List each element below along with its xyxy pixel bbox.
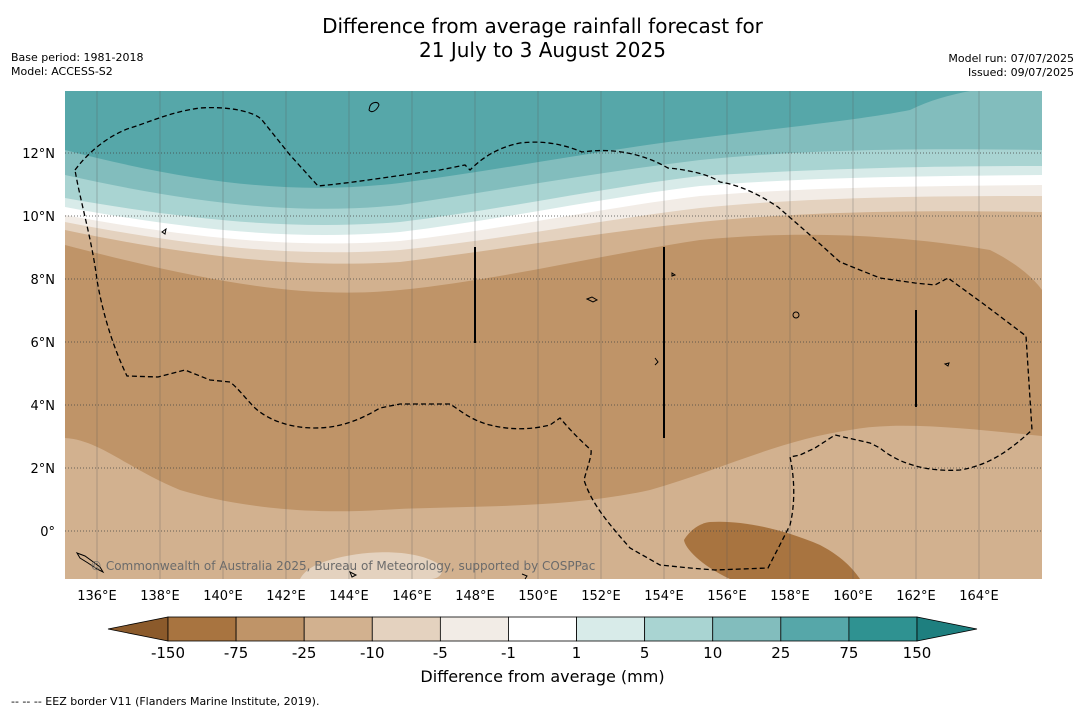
base-period: Base period: 1981-2018 (11, 51, 144, 64)
lon-label-158e: 158°E (770, 589, 810, 604)
title-line-2: 21 July to 3 August 2025 (419, 38, 666, 62)
colorbar-title: Difference from average (mm) (420, 667, 665, 686)
lon-label-136e: 136°E (77, 589, 117, 604)
lon-label-140e: 140°E (203, 589, 243, 604)
lat-label-0: 0° (40, 525, 55, 540)
colorbar-tick-label: -1 (501, 644, 516, 662)
lon-label-154e: 154°E (644, 589, 684, 604)
lon-label-142e: 142°E (266, 589, 306, 604)
model-name: Model: ACCESS-S2 (11, 65, 113, 78)
colorbar-swatch (371, 616, 441, 642)
colorbar-swatch (712, 616, 782, 642)
colorbar-tick-label: -25 (292, 644, 317, 662)
colorbar-tick-label: -10 (360, 644, 385, 662)
lon-label-138e: 138°E (140, 589, 180, 604)
lat-label-4n: 4°N (31, 399, 56, 414)
island-outlines (75, 102, 950, 580)
colorbar-swatch (780, 616, 850, 642)
colorbar-tick-label: 10 (703, 644, 722, 662)
lon-label-162e: 162°E (896, 589, 936, 604)
meta-left: Base period: 1981-2018 Model: ACCESS-S2 (11, 51, 143, 79)
colorbar-tick-label: -5 (433, 644, 448, 662)
lon-label-148e: 148°E (455, 589, 495, 604)
colorbar-swatch (848, 616, 918, 642)
colorbar-swatch (303, 616, 373, 642)
reference-bars (474, 247, 917, 438)
colorbar-swatch (508, 616, 577, 642)
colorbar-swatch (576, 616, 646, 642)
rainfall-anomaly-field (65, 91, 1042, 579)
lat-label-2n: 2°N (31, 462, 56, 477)
lon-label-150e: 150°E (518, 589, 558, 604)
lat-label-6n: 6°N (31, 336, 56, 351)
latitude-lines (65, 152, 1042, 532)
longitude-labels: 136°E 138°E 140°E 142°E 144°E 146°E 148°… (77, 589, 999, 604)
colorbar-tick-label: -75 (224, 644, 249, 662)
eez-footnote: -- -- -- EEZ border V11 (Flanders Marine… (11, 695, 320, 708)
lat-label-12n: 12°N (22, 147, 55, 162)
colorbar-swatch (439, 616, 509, 642)
title-line-1: Difference from average rainfall forecas… (322, 14, 763, 38)
colorbar-extend-low (107, 616, 169, 642)
colorbar-extend-high (916, 616, 978, 642)
colorbar-tick-label: -150 (151, 644, 185, 662)
copyright-notice: © Commonwealth of Australia 2025, Bureau… (90, 559, 595, 573)
meta-right: Model run: 07/07/2025 Issued: 09/07/2025 (948, 52, 1074, 80)
lat-label-10n: 10°N (22, 210, 55, 225)
lon-label-164e: 164°E (959, 589, 999, 604)
issued-date: Issued: 09/07/2025 (967, 66, 1074, 79)
colorbar-tick-label: 5 (640, 644, 650, 662)
lon-label-152e: 152°E (581, 589, 621, 604)
colorbar-tick-label: 150 (903, 644, 932, 662)
colorbar-tick-label: 1 (572, 644, 582, 662)
lon-label-144e: 144°E (329, 589, 369, 604)
colorbar-swatches (107, 616, 978, 642)
eez-border (74, 106, 1033, 571)
colorbar-tick-label: 25 (771, 644, 790, 662)
latitude-labels: 12°N 10°N 8°N 6°N 4°N 2°N 0° (22, 147, 55, 540)
colorbar-swatch (644, 616, 714, 642)
model-run: Model run: 07/07/2025 (948, 52, 1074, 65)
map-title: Difference from average rainfall forecas… (0, 14, 1085, 62)
lon-label-156e: 156°E (707, 589, 747, 604)
lat-label-8n: 8°N (31, 273, 56, 288)
colorbar-tick-labels: -150 -75 -25 -10 -5 -1 1 5 10 25 75 150 (151, 644, 931, 662)
colorbar-swatch (235, 616, 305, 642)
colorbar-swatch (167, 616, 237, 642)
lon-label-146e: 146°E (392, 589, 432, 604)
colorbar-tick-label: 75 (839, 644, 858, 662)
lon-label-160e: 160°E (833, 589, 873, 604)
